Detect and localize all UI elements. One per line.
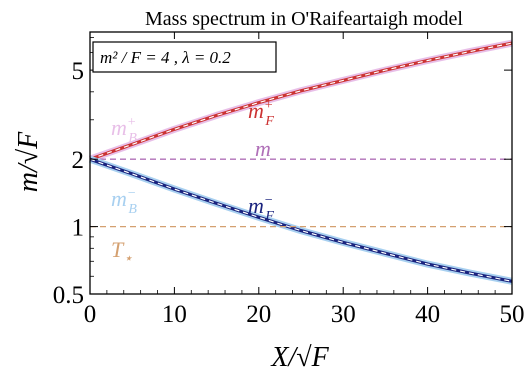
series-label-mBplus: m+ B — [111, 115, 137, 146]
series-label-mBminus: m− B — [111, 186, 137, 217]
y-tick-label: 5 — [72, 58, 85, 85]
series-label-Tstar: T⋆ — [111, 237, 133, 267]
series-label-mFplus: m+ F — [248, 98, 274, 129]
x-tick-label: 20 — [246, 301, 271, 328]
x-axis-ticks: 0 10 20 30 40 50 — [84, 32, 525, 328]
x-tick-label: 0 — [84, 301, 97, 328]
x-axis-label: X/√F — [270, 342, 329, 373]
series-label-mFminus: m− F — [248, 193, 274, 224]
series-line-mBminus — [88, 155, 513, 285]
y-tick-label: 2 — [72, 147, 85, 174]
plot-area — [88, 39, 513, 285]
y-tick-label: 1 — [72, 215, 85, 242]
series-annotations: m+ B m+ F m m− B m− F T⋆ — [111, 98, 274, 267]
chart-title: Mass spectrum in O'Raifeartaigh model — [145, 8, 463, 30]
series-line-mFminus-under — [89, 157, 513, 283]
x-tick-label: 40 — [415, 301, 440, 328]
x-tick-label: 30 — [331, 301, 356, 328]
y-axis-label: m/√F — [13, 131, 44, 192]
params-box-text: m² / F = 4 , λ = 0.2 — [100, 48, 231, 67]
series-line-mFminus — [89, 158, 513, 282]
series-line-mFplus — [89, 42, 513, 160]
y-tick-label: 0.5 — [53, 282, 84, 309]
x-tick-label: 50 — [500, 301, 525, 328]
plot-frame — [89, 31, 513, 295]
series-label-m: m — [255, 136, 271, 161]
params-box: m² / F = 4 , λ = 0.2 — [92, 41, 277, 73]
x-tick-label: 10 — [162, 301, 187, 328]
y-axis-ticks: 0.5 1 2 5 — [53, 37, 512, 309]
params-box-frame — [92, 41, 277, 73]
